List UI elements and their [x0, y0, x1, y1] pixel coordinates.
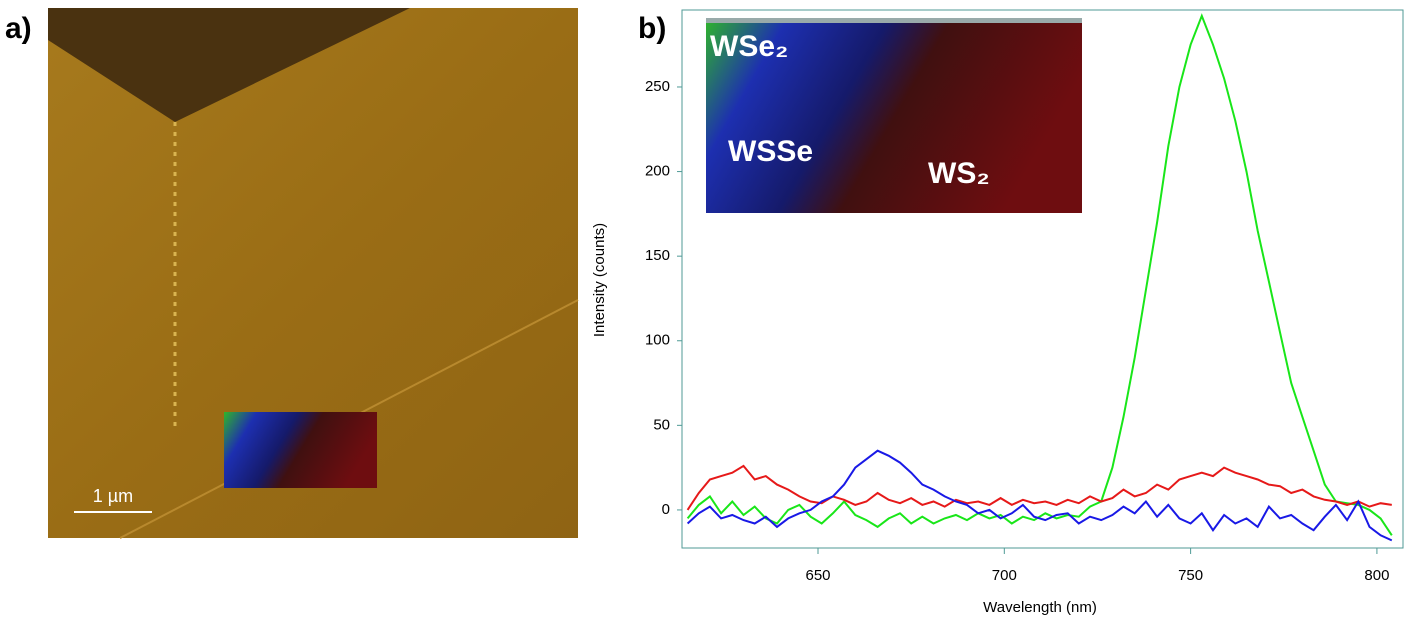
- y-tick-label: 250: [645, 78, 670, 95]
- y-tick-label: 100: [645, 332, 670, 349]
- figure: a) 1 µm b) 0 50 100 150 200 250 650 700 750 800 W…: [0, 0, 1411, 624]
- x-tick-label: 700: [992, 567, 1017, 584]
- line-series: [688, 466, 1392, 510]
- y-tick-label: 200: [645, 163, 670, 180]
- panel-label: a): [5, 12, 32, 45]
- panel-label: b): [638, 12, 666, 45]
- line-series: [688, 451, 1392, 541]
- inset-label: WSe₂: [710, 30, 788, 63]
- y-tick-label: 0: [662, 501, 670, 518]
- x-tick-label: 800: [1364, 567, 1389, 584]
- x-axis-label: Wavelength (nm): [983, 599, 1097, 616]
- scale-bar-label: 1 µm: [93, 486, 133, 506]
- inset-label: WSSe: [728, 135, 813, 168]
- inset-label: WS₂: [928, 157, 990, 190]
- afm-image: [48, 8, 578, 538]
- y-tick-label: 50: [653, 416, 670, 433]
- x-tick-label: 750: [1178, 567, 1203, 584]
- y-tick-label: 150: [645, 247, 670, 264]
- y-axis-label: Intensity (counts): [591, 223, 608, 337]
- x-tick-label: 650: [805, 567, 830, 584]
